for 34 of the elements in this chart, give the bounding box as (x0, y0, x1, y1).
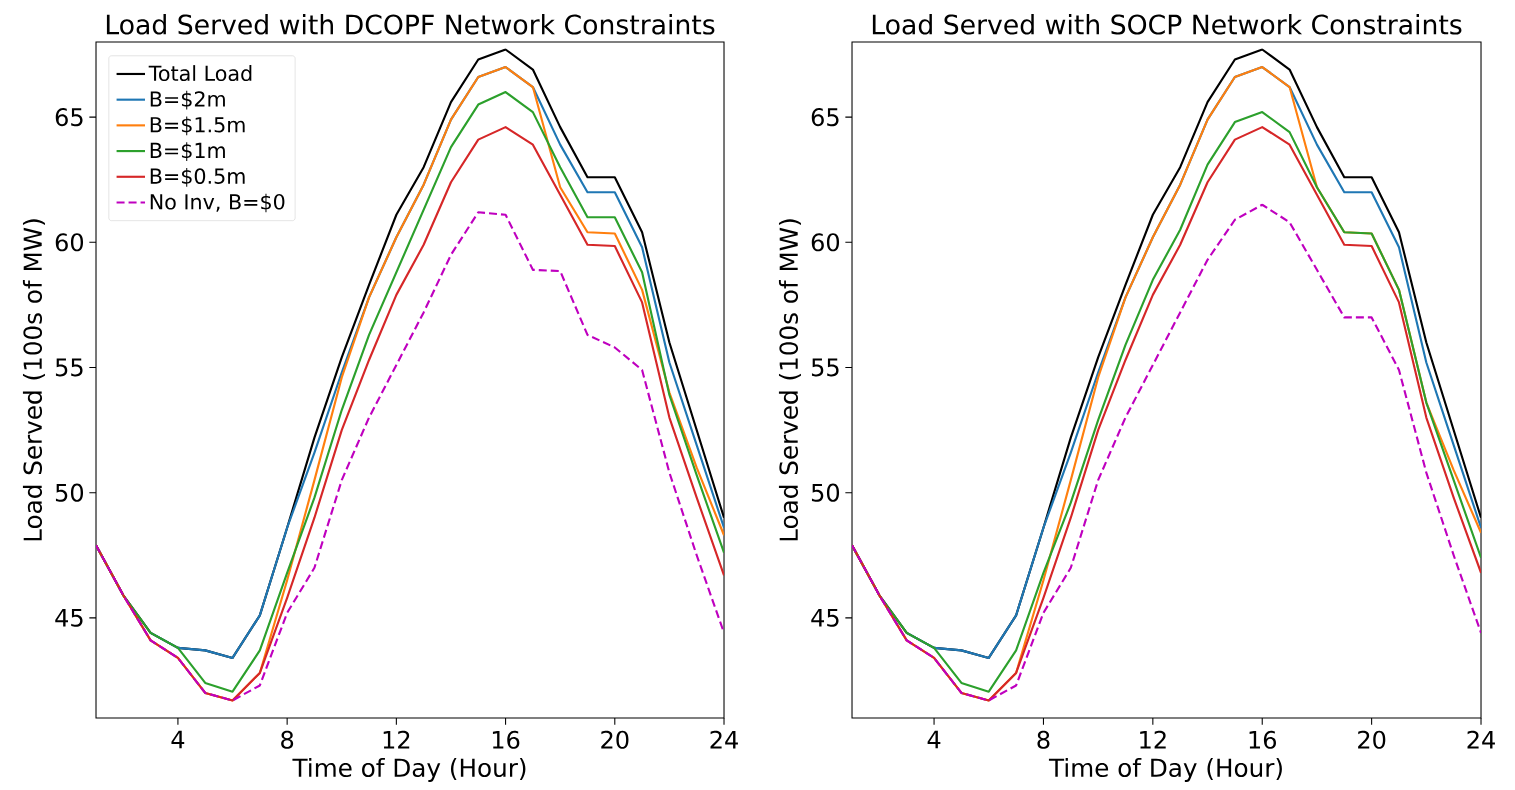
legend-label: Total Load (148, 65, 252, 82)
legend-label: B=$2m (150, 90, 225, 110)
x-tick-label: 20 (1358, 730, 1386, 749)
y-tick-label: 50 (811, 483, 840, 502)
y-tick-label: 60 (55, 233, 84, 252)
x-tick-label: 24 (710, 730, 738, 749)
y-axis-title: Load Served (100s of MW) (22, 219, 45, 541)
chart-title: Load Served with SOCP Network Constraints (872, 13, 1462, 35)
x-tick-label: 24 (1467, 730, 1495, 749)
legend-label: B=$1m (150, 142, 225, 161)
x-tick-label: 4 (927, 730, 941, 749)
y-tick-label: 65 (55, 108, 83, 127)
y-axis-title: Load Served (100s of MW) (778, 219, 801, 541)
y-tick-label: 55 (811, 358, 839, 377)
y-tick-label: 55 (55, 358, 83, 377)
x-tick-label: 16 (492, 730, 520, 749)
x-tick-label: 12 (383, 730, 410, 749)
y-tick-label: 65 (811, 108, 839, 127)
x-axis-title: Time of Day (Hour) (1048, 758, 1282, 782)
x-tick-label: 12 (1140, 730, 1166, 749)
x-tick-label: 20 (601, 730, 629, 749)
chart-title: Load Served with DCOPF Network Constraints (106, 13, 715, 35)
x-axis-title: Time of Day (Hour) (292, 758, 526, 782)
x-tick-label: 8 (1037, 730, 1050, 749)
legend-label: No Inv, B=$0 (150, 193, 285, 213)
legend-label: B=$0.5m (150, 167, 245, 187)
y-tick-label: 50 (55, 483, 84, 502)
y-tick-label: 45 (811, 608, 839, 627)
legend-label: B=$1.5m (150, 116, 245, 136)
x-tick-label: 8 (281, 730, 294, 749)
x-tick-label: 4 (171, 730, 185, 749)
y-tick-label: 60 (811, 233, 840, 252)
x-tick-label: 16 (1249, 730, 1276, 749)
y-tick-label: 45 (55, 608, 83, 627)
